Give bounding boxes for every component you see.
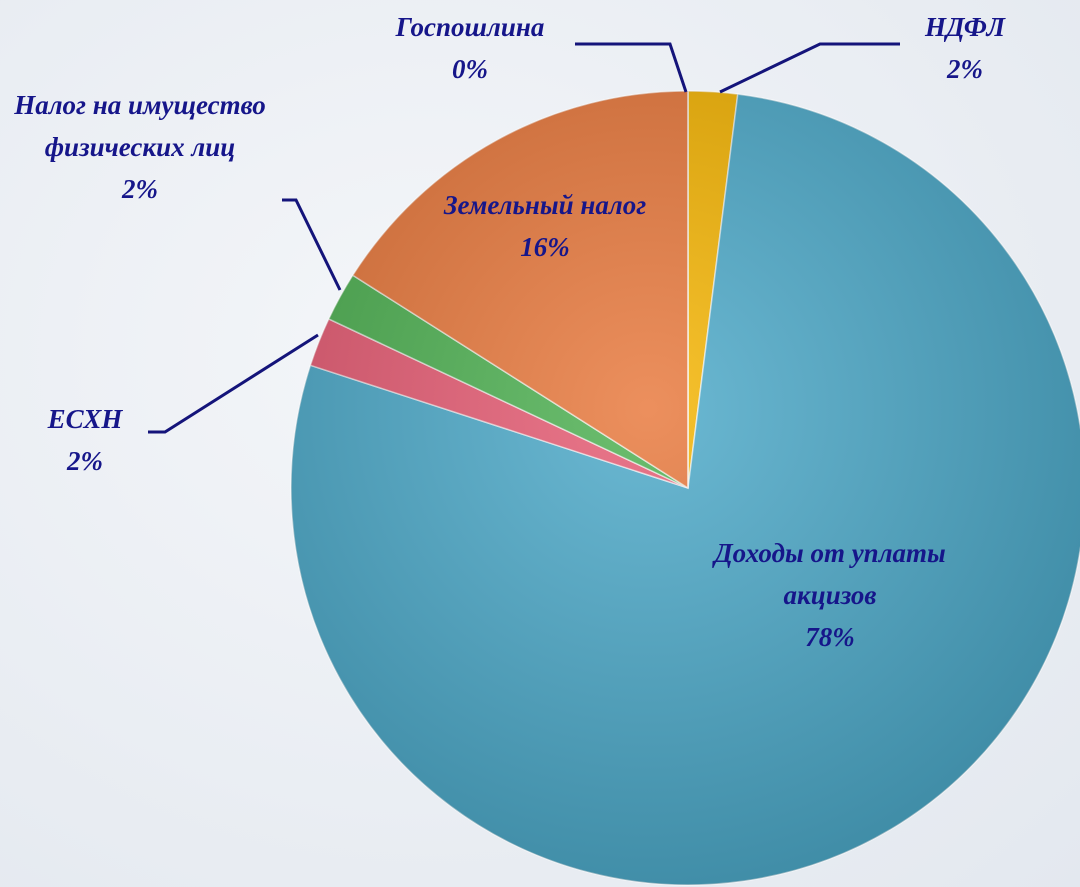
leader-line bbox=[575, 42, 688, 93]
value-label: 0% bbox=[452, 54, 488, 84]
value-label: 2% bbox=[947, 54, 983, 84]
slice-label: Доходы от уплаты акцизов 78% bbox=[690, 532, 970, 658]
value-label: 2% bbox=[67, 446, 103, 476]
category-name: Налог на имущество физических лиц bbox=[14, 90, 266, 162]
pie bbox=[290, 90, 1080, 886]
category-name: Доходы от уплаты акцизов bbox=[714, 538, 946, 610]
leader-line bbox=[719, 42, 900, 94]
leader-line bbox=[282, 198, 342, 291]
value-label: 16% bbox=[520, 232, 570, 262]
value-label: 2% bbox=[122, 174, 158, 204]
category-name: Земельный налог bbox=[443, 190, 647, 220]
slice-label: Земельный налог 16% bbox=[440, 184, 650, 268]
leader-line bbox=[148, 333, 319, 434]
slice-label: Госпошлина 0% bbox=[355, 6, 585, 90]
slice-label: Налог на имущество физических лиц 2% bbox=[0, 84, 280, 210]
slice-label: ЕСХН 2% bbox=[20, 398, 150, 482]
value-label: 78% bbox=[805, 622, 855, 652]
category-name: ЕСХН bbox=[47, 404, 123, 434]
category-name: НДФЛ bbox=[924, 12, 1006, 42]
category-name: Госпошлина bbox=[395, 12, 545, 42]
slice-label: НДФЛ 2% bbox=[880, 6, 1050, 90]
